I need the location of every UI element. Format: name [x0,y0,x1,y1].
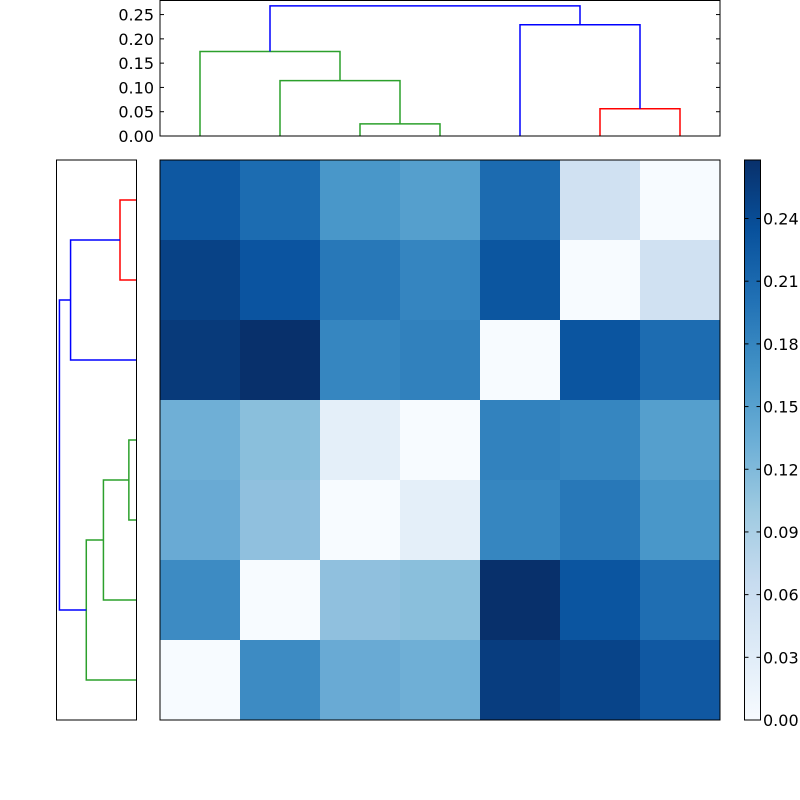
heatmap-cell [640,320,720,400]
colorbar: 0.00 0.03 0.06 0.09 0.12 0.15 0.18 0.21 0.24 [744,159,799,730]
heatmap-cell [320,320,400,400]
dendrogram-link [102,479,136,601]
y-tick-label: 0.20 [118,30,154,49]
heatmap-cell [160,640,240,720]
top-dendrogram-y-axis: 0.00 0.05 0.10 0.15 0.20 0.25 [118,6,720,146]
colorbar-tick-label: 0.06 [763,586,799,605]
heatmap-cell [320,640,400,720]
heatmap-cell [400,480,480,560]
colorbar-tick-label: 0.09 [763,523,799,542]
colorbar-tick-label: 0.03 [763,648,799,667]
top-dendrogram-links [199,5,681,136]
y-tick-label: 0.10 [118,78,154,97]
dendrogram-link [519,24,641,136]
heatmap-cell [400,160,480,240]
heatmap-cell [560,560,640,640]
heatmap-cell [160,160,240,240]
dendrogram-link [85,539,136,681]
heatmap-cell [640,480,720,560]
heatmap-cell [480,560,560,640]
colorbar-tick-label: 0.24 [763,210,799,229]
heatmap-cell [640,640,720,720]
heatmap-cell [640,240,720,320]
colorbar-tick-label: 0.21 [763,272,799,291]
left-dendrogram-frame [56,159,137,721]
heatmap [159,159,721,721]
heatmap-cell [240,400,320,480]
heatmap-cell [560,640,640,720]
colorbar-tick-label: 0.00 [763,711,799,730]
heatmap-cell [240,640,320,720]
heatmap-cell [160,240,240,320]
dendrogram-link [599,108,681,136]
heatmap-cell [320,240,400,320]
heatmap-cell [320,480,400,560]
heatmap-cell [640,160,720,240]
heatmap-cell [640,560,720,640]
heatmap-cell [560,480,640,560]
colorbar-ticks: 0.00 0.03 0.06 0.09 0.12 0.15 0.18 0.21 0.24 [744,210,799,730]
heatmap-cell [400,640,480,720]
left-dendrogram [56,159,137,721]
colorbar-tick-label: 0.15 [763,398,799,417]
heatmap-cell [400,240,480,320]
heatmap-cell [240,160,320,240]
heatmap-cell [480,640,560,720]
heatmap-cell [240,320,320,400]
heatmap-cell [640,400,720,480]
colorbar-tick-label: 0.12 [763,460,799,479]
heatmap-cell [240,560,320,640]
heatmap-cell [560,320,640,400]
heatmap-cell [160,480,240,560]
heatmap-cell [160,400,240,480]
y-tick-label: 0.05 [118,103,154,122]
dendrogram-link [199,50,341,136]
top-dendrogram: 0.00 0.05 0.10 0.15 0.20 0.25 [118,0,721,146]
heatmap-cell [400,560,480,640]
heatmap-cell [560,240,640,320]
heatmap-cell [480,240,560,320]
dendrogram-link [269,5,581,52]
heatmap-cell [560,160,640,240]
dendrogram-link [119,199,136,281]
heatmap-cell [320,160,400,240]
dendrogram-link [279,79,401,136]
y-tick-label: 0.25 [118,6,154,25]
dendrogram-link [128,439,136,521]
colorbar-gradient [744,159,761,721]
y-tick-label: 0.15 [118,54,154,73]
heatmap-cell [240,240,320,320]
heatmap-cell [400,400,480,480]
y-tick-label: 0.00 [118,127,154,146]
heatmap-cells [160,160,720,720]
heatmap-cell [240,480,320,560]
heatmap-cell [480,480,560,560]
dendrogram-link [359,123,441,136]
heatmap-cell [160,320,240,400]
heatmap-cell [160,560,240,640]
heatmap-cell [320,560,400,640]
heatmap-cell [400,320,480,400]
heatmap-cell [560,400,640,480]
left-dendrogram-links [58,199,136,681]
heatmap-cell [480,400,560,480]
dendrogram-link [69,239,136,361]
heatmap-frame [159,159,721,721]
heatmap-cell [480,320,560,400]
dendrogram-link [58,299,87,611]
colorbar-tick-label: 0.18 [763,335,799,354]
heatmap-cell [320,400,400,480]
heatmap-cell [480,160,560,240]
top-dendrogram-frame [159,0,721,137]
